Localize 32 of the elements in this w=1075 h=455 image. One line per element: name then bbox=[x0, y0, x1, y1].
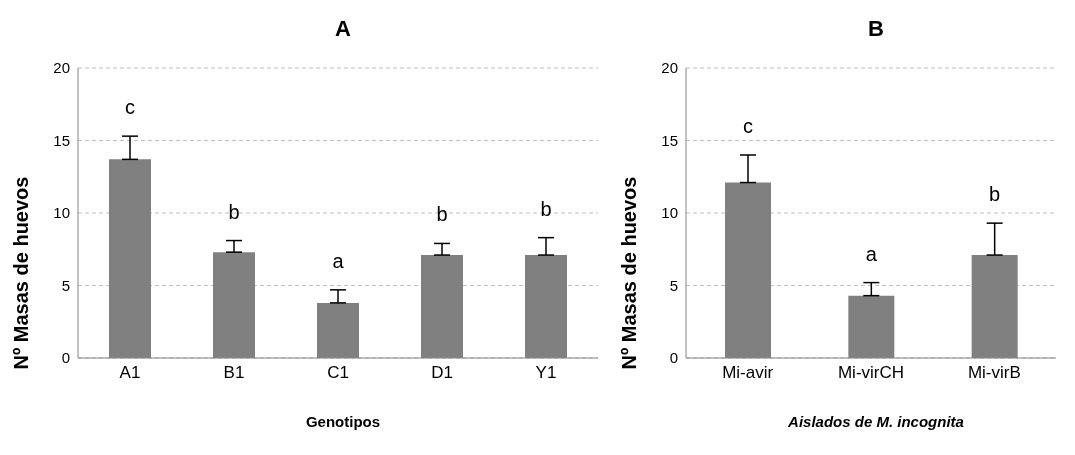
annotation: b bbox=[228, 200, 240, 223]
y-tick-label: 0 bbox=[61, 349, 70, 367]
annotation: b bbox=[436, 203, 448, 226]
chart-title: B bbox=[867, 16, 885, 42]
annotation: b bbox=[989, 183, 1001, 206]
x-tick-label: Mi-virB bbox=[967, 363, 1021, 383]
y-tick-label: 20 bbox=[661, 59, 678, 77]
annotation: c bbox=[743, 115, 753, 137]
annotation: a bbox=[865, 242, 878, 265]
annotation: c bbox=[125, 96, 135, 119]
y-tick-label: 5 bbox=[669, 276, 678, 294]
x-axis-title: Genotipos bbox=[304, 413, 382, 430]
y-axis-title: Nº Masas de huevos bbox=[10, 176, 33, 370]
annotation: b bbox=[540, 197, 552, 220]
annotation: a bbox=[332, 249, 345, 272]
x-tick-label: A1 bbox=[119, 363, 141, 383]
y-tick-label: 20 bbox=[53, 59, 70, 77]
x-axis-title: Aislados de M. incognita bbox=[787, 413, 965, 430]
x-tick-label: Y1 bbox=[535, 363, 557, 383]
y-tick-label: 10 bbox=[53, 204, 70, 222]
x-tick-label: D1 bbox=[431, 363, 453, 383]
y-tick-label: 0 bbox=[669, 349, 678, 367]
x-tick-label: Mi-avir bbox=[722, 363, 774, 383]
y-axis-title: Nº Masas de huevos bbox=[618, 176, 641, 370]
y-tick-label: 15 bbox=[661, 131, 678, 149]
y-tick-label: 5 bbox=[61, 276, 70, 294]
y-tick-label: 10 bbox=[661, 204, 678, 222]
x-tick-label: Mi-virCH bbox=[837, 363, 905, 383]
x-tick-label: C1 bbox=[327, 363, 349, 383]
y-tick-label: 15 bbox=[53, 131, 70, 149]
chart-title: A bbox=[334, 16, 352, 42]
x-tick-label: B1 bbox=[223, 363, 245, 383]
